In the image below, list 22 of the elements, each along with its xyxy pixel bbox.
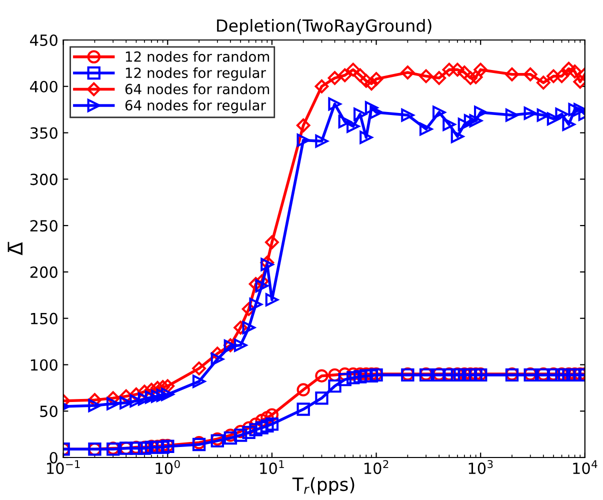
y-tick-label: 250: [30, 220, 58, 232]
chart-title: Depletion(TwoRayGround): [217, 19, 432, 36]
y-tick-label: 150: [30, 312, 58, 324]
y-tick-label: 200: [30, 266, 58, 278]
y-tick-label: 450: [30, 34, 58, 46]
x-tick-label: 10$^{0}$: [156, 460, 180, 474]
legend-label: 12 nodes for random: [126, 51, 270, 62]
legend-label: 12 nodes for regular: [126, 67, 266, 81]
x-tick-label: 10$^{2}$: [364, 460, 388, 474]
y-tick-label: 300: [30, 174, 58, 186]
y-tick-label: 0: [50, 452, 58, 464]
legend-label: 64 nodes for random: [125, 84, 270, 94]
x-tick-label: 10$^{1}$: [260, 460, 284, 474]
x-tick-label: 10$^{3}$: [468, 460, 493, 474]
y-tick-label: 50: [40, 406, 58, 418]
y-tick-label: 100: [30, 359, 58, 371]
y-tick-label: 350: [30, 127, 58, 139]
x-tick-label: 10$^{4}$: [573, 460, 598, 474]
y-tick-label: 400: [30, 80, 58, 92]
y-axis-title: Δ̅: [8, 242, 22, 256]
x-axis-title: T$_{r}$(pps): [292, 477, 354, 495]
legend-label: 64 nodes for regular: [125, 100, 266, 114]
